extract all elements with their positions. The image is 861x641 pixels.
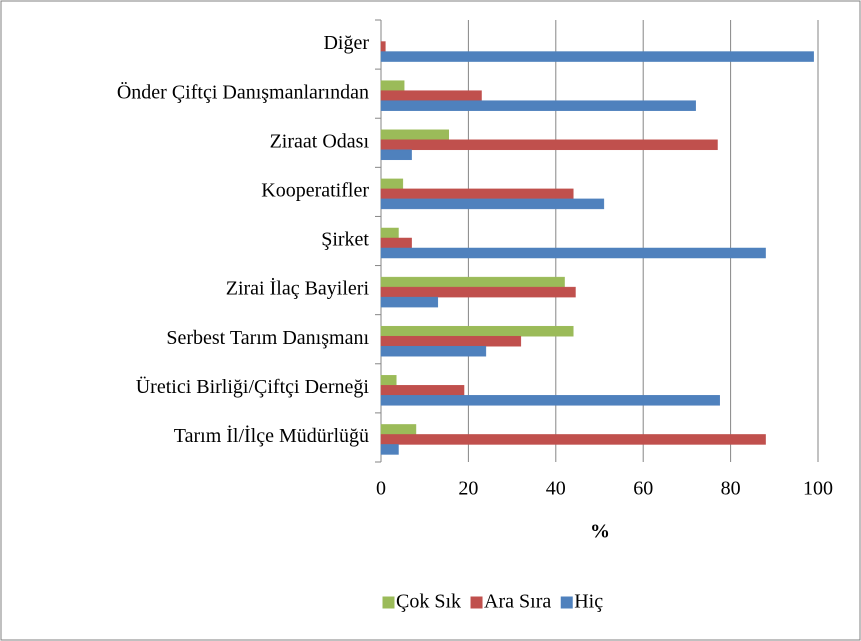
bar bbox=[380, 188, 574, 200]
y-tick-label: Diğer bbox=[323, 32, 369, 54]
bar bbox=[380, 375, 397, 386]
bar bbox=[380, 296, 439, 308]
y-tick-label: Zirai İlaç Bayileri bbox=[226, 277, 370, 300]
y-tick-label: Kooperatifler bbox=[261, 179, 369, 201]
legend-swatch bbox=[470, 596, 483, 609]
bar bbox=[380, 198, 605, 210]
bar bbox=[380, 444, 399, 455]
bar bbox=[380, 178, 404, 190]
bar bbox=[380, 51, 814, 62]
bar bbox=[380, 345, 487, 357]
bar bbox=[380, 227, 399, 239]
bar bbox=[380, 100, 696, 111]
bar bbox=[380, 434, 766, 445]
bar bbox=[380, 395, 720, 406]
legend-swatch bbox=[382, 596, 395, 609]
y-tick-label: Önder Çiftçi Danışmanlarından bbox=[117, 80, 369, 103]
legend-label: Hiç bbox=[574, 591, 603, 613]
x-tick-label: 100 bbox=[803, 478, 833, 500]
bar bbox=[380, 385, 465, 396]
y-tick-label: Ziraat Odası bbox=[270, 130, 370, 152]
y-tick-label: Üretici Birliği/Çiftçi Derneği bbox=[136, 375, 370, 398]
bar bbox=[380, 247, 766, 259]
x-tick-label: 80 bbox=[721, 478, 741, 500]
x-axis-label: % bbox=[590, 521, 610, 543]
bar bbox=[380, 90, 482, 101]
x-tick-label: 60 bbox=[633, 478, 653, 500]
x-tick-label: 0 bbox=[376, 478, 386, 500]
legend-swatch bbox=[560, 596, 573, 609]
bar bbox=[380, 80, 405, 91]
y-tick-label: Şirket bbox=[321, 229, 369, 251]
bar bbox=[380, 286, 576, 298]
y-tick-label: Serbest Tarım Danışmanı bbox=[166, 327, 369, 349]
x-tick-label: 40 bbox=[546, 478, 566, 500]
y-tick-label: Tarım İl/İlçe Müdürlüğü bbox=[174, 424, 369, 447]
bar bbox=[380, 139, 718, 151]
x-tick-label: 20 bbox=[458, 478, 478, 500]
bar bbox=[380, 41, 386, 52]
bar bbox=[380, 237, 412, 249]
legend-label: Ara Sıra bbox=[484, 591, 551, 613]
bar bbox=[380, 149, 412, 161]
bar bbox=[380, 325, 574, 337]
bar bbox=[380, 335, 522, 347]
bar bbox=[380, 424, 417, 435]
bar bbox=[380, 276, 565, 288]
legend-label: Çok Sık bbox=[396, 591, 461, 613]
bar bbox=[380, 129, 449, 141]
